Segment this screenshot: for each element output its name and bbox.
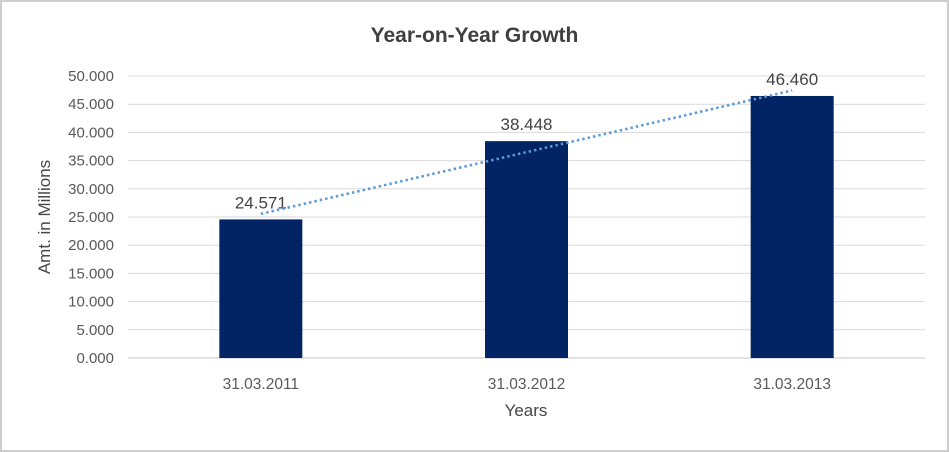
bar[interactable] xyxy=(750,95,834,358)
y-tick-label: 50.000 xyxy=(68,68,114,85)
y-tick-label: 20.000 xyxy=(68,237,114,254)
data-label: 24.571 xyxy=(235,193,287,212)
y-tick-label: 35.000 xyxy=(68,153,114,170)
y-tick-label: 30.000 xyxy=(68,181,114,198)
chart-title: Year-on-Year Growth xyxy=(370,24,579,47)
bar[interactable] xyxy=(219,219,303,358)
x-tick-label: 31.03.2012 xyxy=(488,376,566,393)
y-tick-label: 10.000 xyxy=(68,294,114,311)
bar[interactable] xyxy=(485,141,568,358)
y-tick-label: 45.000 xyxy=(68,96,114,113)
x-tick-label: 31.03.2011 xyxy=(223,376,299,393)
y-tick-label: 25.000 xyxy=(68,209,114,226)
x-axis-title: Years xyxy=(504,401,548,420)
x-tick-label: 31.03.2013 xyxy=(753,376,831,393)
data-label: 38.448 xyxy=(501,115,553,134)
y-tick-label: 40.000 xyxy=(68,124,114,141)
y-tick-label: 0.000 xyxy=(76,350,114,367)
y-tick-label: 15.000 xyxy=(68,265,114,282)
y-tick-label: 5.000 xyxy=(76,322,114,339)
data-label: 46.460 xyxy=(766,70,818,89)
